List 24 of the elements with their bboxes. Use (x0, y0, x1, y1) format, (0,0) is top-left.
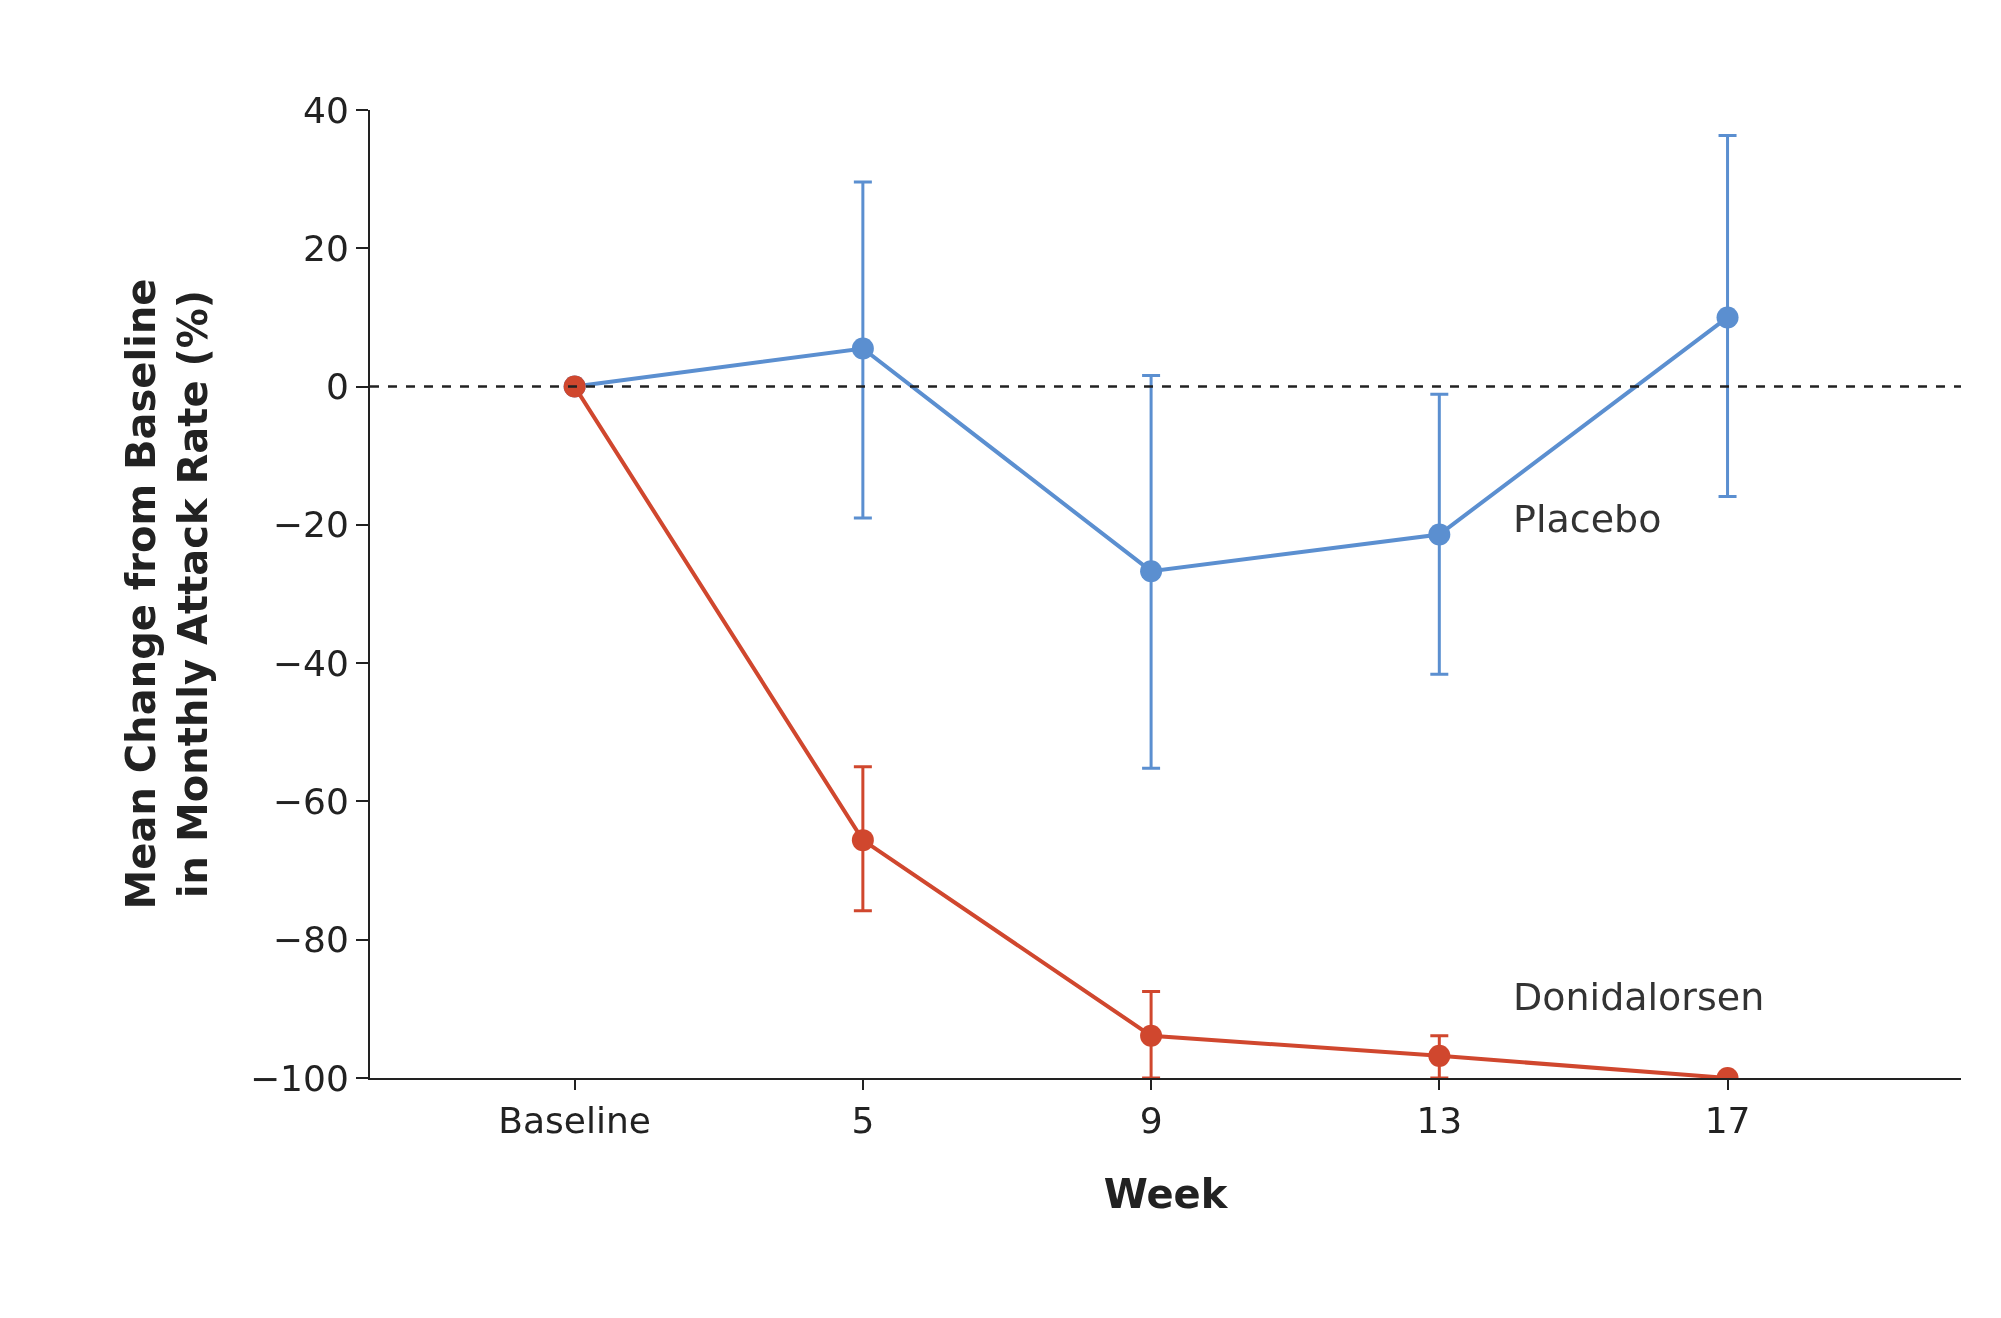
point (1140, 560, 1163, 583)
x-tick-label: 9 (1139, 1100, 1163, 1142)
point (851, 829, 874, 852)
y-tick-label: −80 (272, 919, 349, 961)
point (851, 337, 874, 360)
point (1140, 1024, 1163, 1047)
y-tick-label: 40 (302, 89, 349, 131)
x-tick-label: 17 (1704, 1100, 1751, 1142)
series-label: Donidalorsen (1513, 975, 1765, 1019)
y-tick-label: −20 (272, 504, 349, 546)
y-tick-label: −40 (272, 642, 349, 684)
x-axis-title: Week (1103, 1171, 1229, 1218)
x-tick-label: Baseline (498, 1100, 651, 1142)
x-tick-label: 13 (1416, 1100, 1463, 1142)
y-tick-label: −60 (272, 781, 349, 823)
point (1428, 523, 1451, 546)
y-tick-label: 0 (325, 366, 349, 408)
y-tick-label: 20 (302, 227, 349, 269)
y-tick-label: −100 (249, 1057, 349, 1099)
series-label: Placebo (1513, 497, 1662, 541)
y-axis-title: Mean Change from Baseline in Monthly Attack Rate (%) (117, 278, 216, 910)
point (1428, 1044, 1451, 1067)
point (1716, 306, 1739, 329)
x-tick-label: 5 (851, 1100, 875, 1142)
